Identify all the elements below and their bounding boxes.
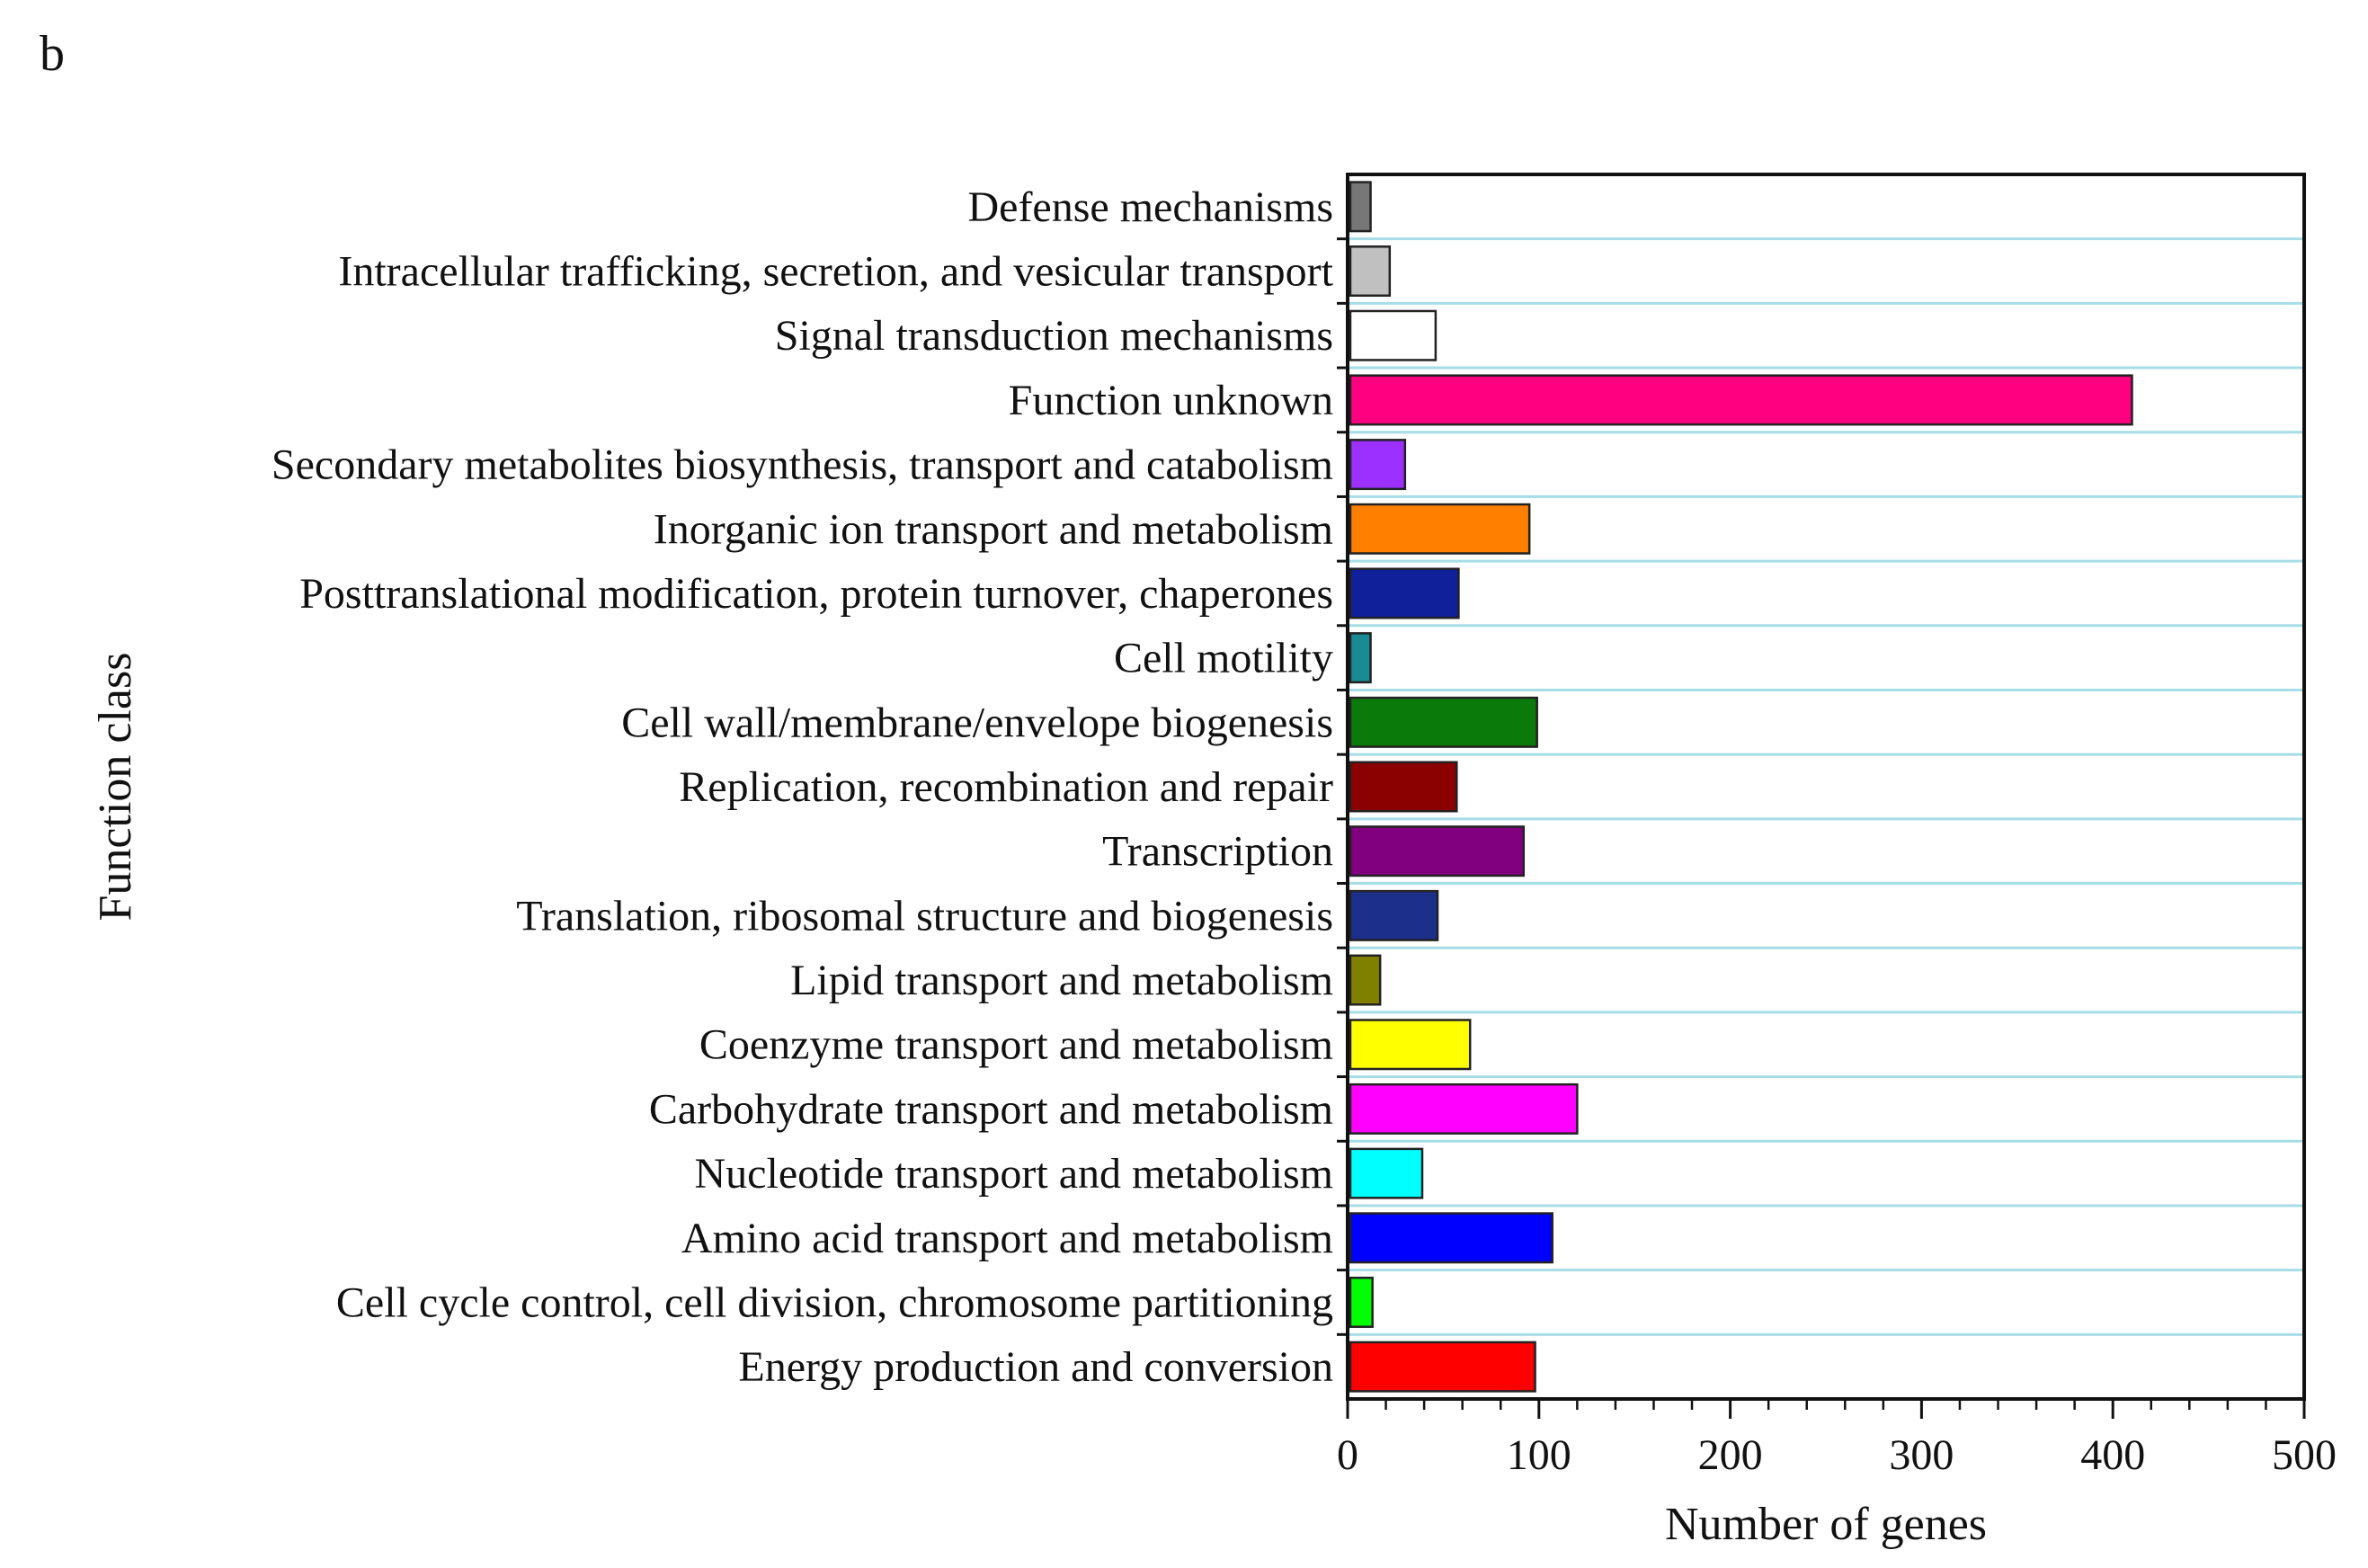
x-axis-title: Number of genes xyxy=(1665,1499,1987,1550)
x-tick-label: 200 xyxy=(1698,1431,1763,1479)
bar xyxy=(1349,181,1372,233)
category-label: Intracellular trafficking, secretion, an… xyxy=(338,248,1333,296)
bar xyxy=(1349,632,1372,684)
category-label: Coenzyme transport and metabolism xyxy=(699,1021,1333,1069)
category-label: Replication, recombination and repair xyxy=(679,763,1333,811)
category-label: Function unknown xyxy=(1009,377,1333,424)
grid-lines xyxy=(1348,237,2304,1336)
category-label: Lipid transport and metabolism xyxy=(790,957,1333,1004)
category-label: Defense mechanisms xyxy=(967,183,1333,231)
bars xyxy=(1349,181,2133,1393)
y-axis-title: Function class xyxy=(90,653,141,922)
x-ticks xyxy=(1337,237,2306,1419)
x-tick-label: 500 xyxy=(2272,1431,2337,1479)
bar xyxy=(1349,761,1458,813)
x-tick-label: 100 xyxy=(1507,1431,1571,1479)
category-label: Secondary metabolites biosynthesis, tran… xyxy=(272,441,1333,489)
bar xyxy=(1349,1341,1536,1393)
category-label: Cell cycle control, cell division, chrom… xyxy=(336,1278,1333,1326)
x-tick-label: 300 xyxy=(1889,1431,1954,1479)
category-label: Nucleotide transport and metabolism xyxy=(695,1150,1333,1198)
bar xyxy=(1349,503,1531,555)
bar xyxy=(1349,696,1538,748)
bar xyxy=(1349,567,1460,619)
plot-frame xyxy=(1346,173,2306,1401)
category-label: Amino acid transport and metabolism xyxy=(681,1215,1333,1262)
bar xyxy=(1349,245,1392,298)
category-label: Transcription xyxy=(1102,828,1333,876)
category-label: Inorganic ion transport and metabolism xyxy=(654,505,1333,553)
bar xyxy=(1349,374,2133,426)
category-labels: Defense mechanisms Intracellular traffick… xyxy=(272,183,1334,1391)
category-label: Cell wall/membrane/envelope biogenesis xyxy=(621,699,1333,746)
x-tick-label: 400 xyxy=(2080,1431,2145,1479)
bar xyxy=(1349,1019,1472,1071)
panel-label: b xyxy=(40,26,65,82)
bar xyxy=(1349,1082,1579,1135)
bar xyxy=(1349,1276,1374,1328)
bar xyxy=(1349,1212,1553,1264)
x-tick-labels: 0 100 200 300 400 500 xyxy=(1337,1431,2337,1479)
category-label: Translation, ribosomal structure and bio… xyxy=(516,892,1333,940)
category-label: Signal transduction mechanisms xyxy=(775,312,1333,360)
category-label: Cell motility xyxy=(1114,635,1333,682)
category-label: Carbohydrate transport and metabolism xyxy=(649,1085,1333,1133)
bar xyxy=(1349,309,1438,361)
x-tick-label: 0 xyxy=(1337,1431,1358,1479)
category-label: Energy production and conversion xyxy=(738,1343,1333,1391)
bar xyxy=(1349,439,1407,491)
bar xyxy=(1349,954,1382,1006)
bar xyxy=(1349,1147,1424,1199)
bar xyxy=(1349,889,1439,941)
bar xyxy=(1349,825,1526,878)
category-label: Posttranslational modification, protein … xyxy=(299,570,1333,618)
